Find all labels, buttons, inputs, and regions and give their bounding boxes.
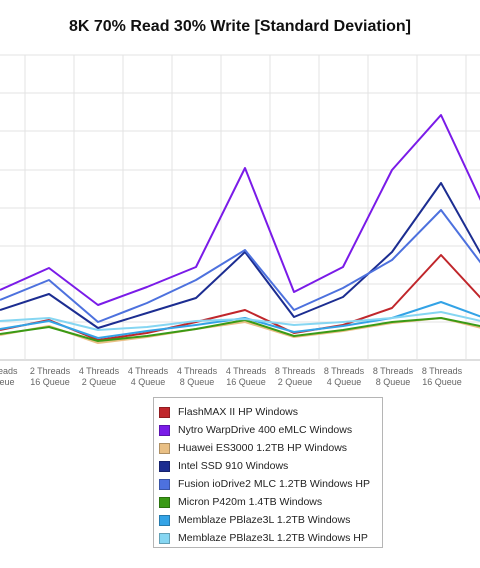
x-tick-label: 16 Queue [226, 377, 266, 387]
x-tick-label: 16 Queue [422, 377, 462, 387]
legend-label: Memblaze PBlaze3L 1.2TB Windows [178, 514, 351, 526]
x-tick-label: Queue [0, 377, 15, 387]
legend-label: FlashMAX II HP Windows [178, 406, 299, 418]
legend-item: Micron P420m 1.4TB Windows [159, 493, 382, 511]
x-tick-label: 4 Threads [128, 366, 169, 376]
x-tick-label: 8 Threads [324, 366, 365, 376]
legend-item: Fusion ioDrive2 MLC 1.2TB Windows HP [159, 475, 382, 493]
x-tick-label: 4 Queue [131, 377, 166, 387]
legend-swatch [159, 460, 170, 472]
legend-swatch [159, 532, 170, 544]
legend-label: Huawei ES3000 1.2TB HP Windows [178, 442, 348, 454]
series-line-0 [0, 254, 480, 341]
legend: FlashMAX II HP Windows Nytro WarpDrive 40… [153, 397, 383, 548]
grid [0, 54, 480, 361]
x-tick-label: 4 Threads [177, 366, 218, 376]
legend-item: FlashMAX II HP Windows [159, 403, 382, 421]
legend-label: Micron P420m 1.4TB Windows [178, 496, 323, 508]
chart-title: 8K 70% Read 30% Write [Standard Deviatio… [68, 18, 412, 35]
legend-swatch [159, 514, 170, 526]
x-tick-label: 4 Queue [327, 377, 362, 387]
legend-swatch [159, 406, 170, 418]
legend-item: Memblaze PBlaze3L 1.2TB Windows HP [159, 529, 382, 547]
legend-label: Nytro WarpDrive 400 eMLC Windows [178, 424, 353, 436]
legend-item: Nytro WarpDrive 400 eMLC Windows [159, 421, 382, 439]
x-tick-label: 8 Threads [373, 366, 414, 376]
series-line-7 [0, 311, 480, 331]
series-line-3 [0, 182, 480, 329]
x-tick-label: Threads [0, 366, 18, 376]
x-tick-label: 8 Threads [275, 366, 316, 376]
x-tick-label: 4 Threads [79, 366, 120, 376]
x-tick-label: 8 Queue [376, 377, 411, 387]
x-tick-label: 8 Queue [180, 377, 215, 387]
legend-swatch [159, 442, 170, 454]
legend-item: Huawei ES3000 1.2TB HP Windows [159, 439, 382, 457]
legend-swatch [159, 496, 170, 508]
legend-swatch [159, 424, 170, 436]
series-line-6 [0, 301, 480, 339]
legend-item: Memblaze PBlaze3L 1.2TB Windows [159, 511, 382, 529]
legend-label: Fusion ioDrive2 MLC 1.2TB Windows HP [178, 478, 370, 490]
x-tick-label: 4 Threads [226, 366, 267, 376]
series-line-1 [0, 114, 480, 306]
series-lines [0, 114, 480, 344]
x-tick-label: 8 Threads [422, 366, 463, 376]
x-tick-label: 2 Queue [82, 377, 117, 387]
legend-item: Intel SSD 910 Windows [159, 457, 382, 475]
x-tick-label: 2 Threads [30, 366, 71, 376]
legend-label: Intel SSD 910 Windows [178, 460, 289, 472]
x-tick-label: 2 Queue [278, 377, 313, 387]
legend-swatch [159, 478, 170, 490]
x-tick-label: 16 Queue [30, 377, 70, 387]
legend-label: Memblaze PBlaze3L 1.2TB Windows HP [178, 532, 368, 544]
series-line-4 [0, 209, 480, 323]
